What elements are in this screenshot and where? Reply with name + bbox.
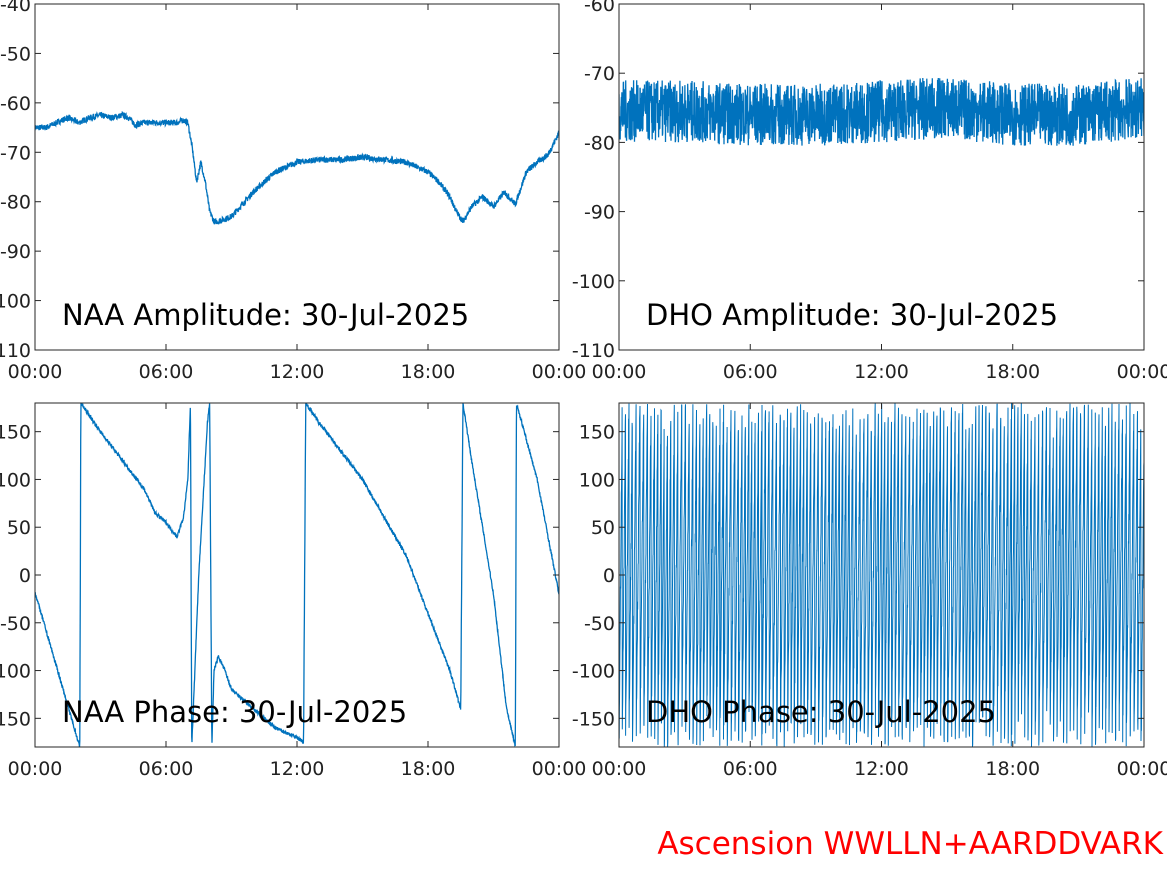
dho-phase-y-tick-label: 150 xyxy=(579,422,615,444)
naa-amplitude-x-tick-label: 18:00 xyxy=(401,361,456,383)
dho-phase-y-tick-label: -100 xyxy=(572,661,615,683)
dho-phase-x-tick-label: 18:00 xyxy=(985,758,1040,780)
naa-phase-x-tick-label: 00:00 xyxy=(8,758,63,780)
dho-phase-title: DHO Phase: 30-Jul-2025 xyxy=(646,695,996,729)
naa-phase-y-tick-label: -50 xyxy=(0,613,31,635)
naa-phase-y-tick-label: 150 xyxy=(0,422,31,444)
dho-phase-y-tick-label: -150 xyxy=(572,708,615,730)
naa-amplitude-x-tick-label: 00:00 xyxy=(532,361,587,383)
naa-amplitude-title: NAA Amplitude: 30-Jul-2025 xyxy=(62,298,469,332)
dho-amplitude-y-tick-label: -60 xyxy=(584,0,615,16)
naa-phase-x-tick-label: 00:00 xyxy=(532,758,587,780)
dho-amplitude-x-tick-label: 06:00 xyxy=(723,361,778,383)
naa-amplitude-x-tick-label: 00:00 xyxy=(8,361,63,383)
dho-amplitude-x-tick-label: 00:00 xyxy=(1117,361,1167,383)
dho-phase-x-tick-label: 12:00 xyxy=(854,758,909,780)
naa-amplitude-y-tick-label: -110 xyxy=(0,340,31,362)
dho-phase-y-tick-label: 100 xyxy=(579,469,615,491)
naa-amplitude-panel: 00:00 06:00 12:00 18:00 00:00 -40 -50 -60 -70 -80… xyxy=(0,0,586,383)
naa-phase-x-tick-label: 18:00 xyxy=(401,758,456,780)
naa-phase-y-tick-label: 0 xyxy=(19,565,31,587)
dho-amplitude-x-tick-label: 18:00 xyxy=(985,361,1040,383)
dho-phase-y-tick-label: 0 xyxy=(603,565,615,587)
dho-amplitude-y-tick-label: -100 xyxy=(572,271,615,293)
naa-phase-y-tick-label: 50 xyxy=(7,517,31,539)
dho-amplitude-series-line xyxy=(619,77,1144,146)
naa-amplitude-x-tick-label: 12:00 xyxy=(270,361,325,383)
dho-phase-x-tick-label: 00:00 xyxy=(592,758,647,780)
naa-amplitude-y-tick-label: -50 xyxy=(0,43,31,65)
dho-amplitude-x-tick-label: 00:00 xyxy=(592,361,647,383)
dho-amplitude-panel: 00:00 06:00 12:00 18:00 00:00 -60 -70 -80 -90 -10… xyxy=(572,0,1167,383)
naa-phase-y-tick-label: -150 xyxy=(0,708,31,730)
footer-caption: Ascension WWLLN+AARDDVARK xyxy=(657,826,1163,862)
dho-phase-y-tick-label: -50 xyxy=(584,613,615,635)
dho-amplitude-y-tick-label: -80 xyxy=(584,132,615,154)
naa-amplitude-y-tick-label: -40 xyxy=(0,0,31,16)
naa-amplitude-x-tick-label: 06:00 xyxy=(139,361,194,383)
naa-phase-y-tick-label: 100 xyxy=(0,469,31,491)
dho-amplitude-y-tick-label: -90 xyxy=(584,202,615,224)
naa-amplitude-y-tick-label: -60 xyxy=(0,93,31,115)
naa-phase-x-tick-label: 06:00 xyxy=(139,758,194,780)
dho-phase-y-tick-label: 50 xyxy=(591,517,615,539)
naa-phase-series-line xyxy=(35,403,559,747)
dho-amplitude-title: DHO Amplitude: 30-Jul-2025 xyxy=(646,298,1058,332)
naa-amplitude-y-tick-label: -80 xyxy=(0,192,31,214)
naa-amplitude-series-line xyxy=(35,110,559,225)
naa-amplitude-y-tick-label: -70 xyxy=(0,142,31,164)
dho-amplitude-x-tick-label: 12:00 xyxy=(854,361,909,383)
naa-amplitude-y-tick-label: -100 xyxy=(0,291,31,313)
dho-phase-series-line xyxy=(619,403,1144,747)
naa-phase-panel: 00:00 06:00 12:00 18:00 00:00 150 100 50 0 -50 -10… xyxy=(0,402,586,780)
dho-phase-x-tick-label: 00:00 xyxy=(1117,758,1167,780)
naa-phase-x-tick-label: 12:00 xyxy=(270,758,325,780)
dho-amplitude-y-tick-label: -70 xyxy=(584,63,615,85)
dho-phase-panel: 00:00 06:00 12:00 18:00 00:00 150 100 50 0 -50 -10… xyxy=(572,402,1167,780)
naa-phase-y-tick-label: -100 xyxy=(0,661,31,683)
naa-phase-title: NAA Phase: 30-Jul-2025 xyxy=(62,695,407,729)
dho-phase-x-tick-label: 06:00 xyxy=(723,758,778,780)
dho-amplitude-y-tick-label: -110 xyxy=(572,340,615,362)
naa-amplitude-y-tick-label: -90 xyxy=(0,241,31,263)
